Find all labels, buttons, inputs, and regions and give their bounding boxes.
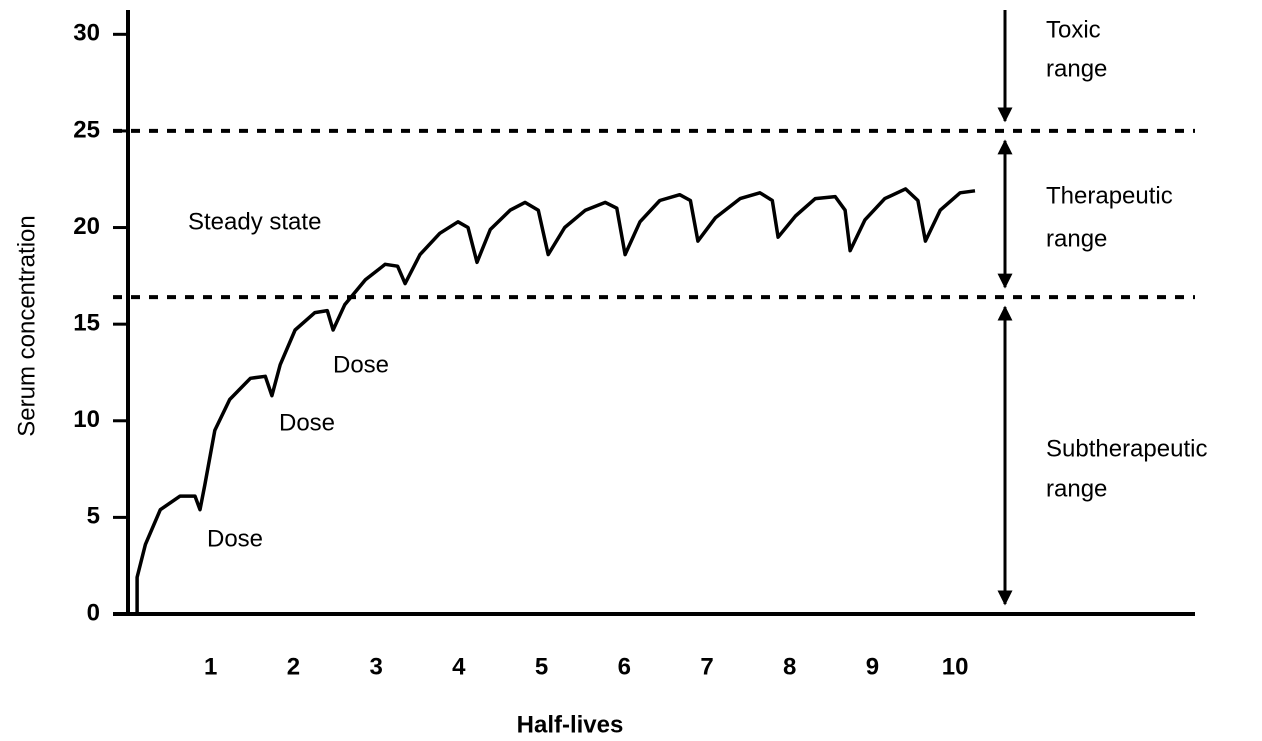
x-tick-label: 6 [618,653,631,680]
x-tick-label: 4 [452,653,466,680]
dose-label: Dose [279,409,335,436]
range-label: Toxic [1046,16,1101,43]
x-tick-label: 8 [783,653,796,680]
range-label: range [1046,475,1107,502]
dose-label: Dose [207,525,263,552]
x-tick-label: 1 [204,653,217,680]
y-axis-label: Serum concentration [13,215,40,436]
y-tick-label: 5 [87,503,100,530]
range-label: range [1046,225,1107,252]
x-tick-label: 2 [287,653,300,680]
y-tick-label: 0 [87,599,100,626]
x-tick-label: 7 [700,653,713,680]
y-tick-label: 10 [73,406,100,433]
x-tick-label: 10 [942,653,969,680]
range-label: range [1046,55,1107,82]
y-tick-label: 15 [73,310,100,337]
y-tick-label: 20 [73,213,100,240]
x-axis-label: Half-lives [517,711,624,738]
x-tick-label: 5 [535,653,548,680]
range-label: Subtherapeutic [1046,435,1207,462]
y-tick-label: 25 [73,116,100,143]
x-tick-label: 9 [866,653,879,680]
line [135,187,976,614]
annotation: Steady state [188,208,321,235]
x-tick-label: 3 [369,653,382,680]
dose-label: Dose [333,351,389,378]
range-label: Therapeutic [1046,182,1173,209]
y-tick-label: 30 [73,20,100,47]
